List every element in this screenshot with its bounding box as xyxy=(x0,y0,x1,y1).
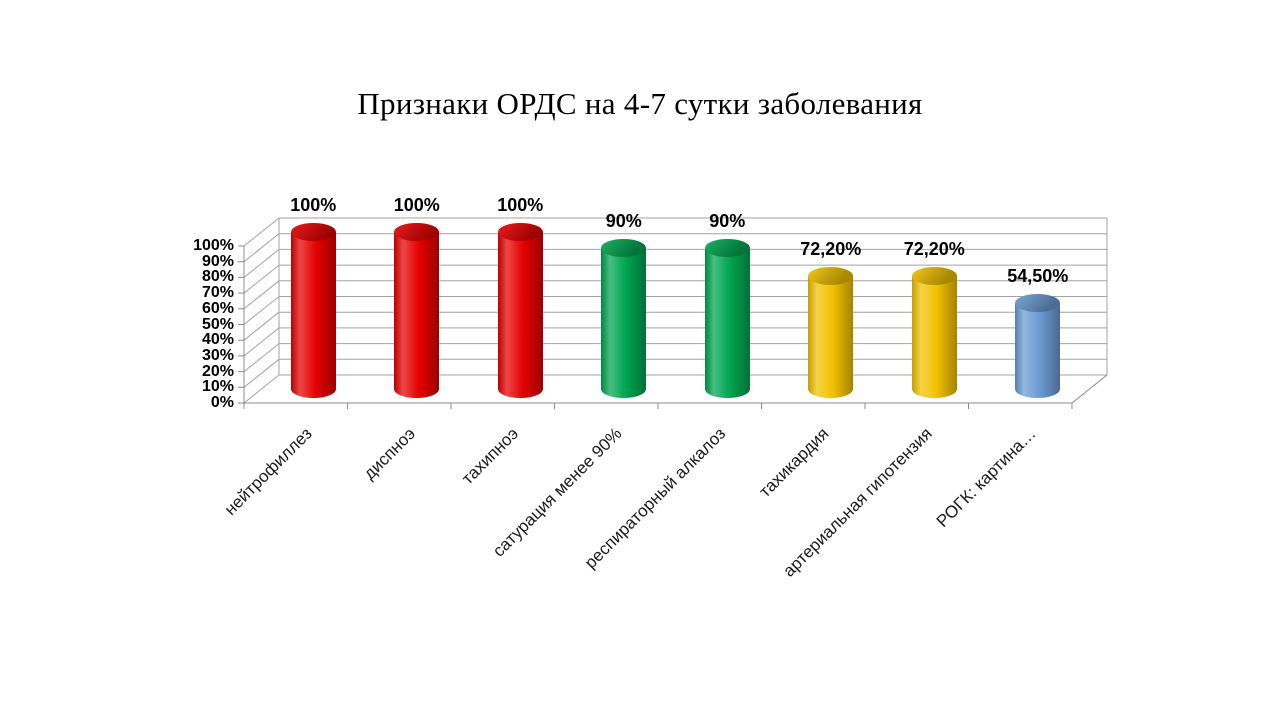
cylinder-bar-top xyxy=(808,266,854,285)
depth-gridline xyxy=(243,280,280,310)
cylinder-bar-top xyxy=(1015,294,1061,313)
y-tick-label: 20% xyxy=(201,362,234,380)
y-tick-label: 90% xyxy=(201,252,234,270)
cylinder-bar-top xyxy=(601,238,647,257)
cylinder-bar-top xyxy=(911,266,957,285)
depth-gridline xyxy=(243,343,280,372)
chart-title: Признаки ОРДС на 4-7 сутки заболевания xyxy=(357,86,923,121)
cylinder-bar-top xyxy=(394,223,440,241)
depth-gridline xyxy=(243,296,280,325)
cylinder-bar xyxy=(911,275,957,398)
depth-gridline xyxy=(243,249,280,278)
depth-gridline xyxy=(243,311,280,341)
y-tick-label: 10% xyxy=(201,378,234,396)
cylinder-bar xyxy=(497,232,543,398)
cylinder-bar-top xyxy=(290,223,336,241)
cylinder-bar xyxy=(808,275,854,398)
depth-gridline xyxy=(243,233,280,263)
bar-value-label: 72,20% xyxy=(800,238,862,259)
bar-value-label: 100% xyxy=(393,195,440,215)
y-tick-label: 80% xyxy=(201,268,234,286)
cylinder-bar xyxy=(704,247,750,398)
bar-value-label: 100% xyxy=(290,195,337,215)
depth-gridline xyxy=(243,374,280,404)
cylinder-bar xyxy=(601,247,647,398)
bar-value-label: 72,20% xyxy=(903,238,965,259)
y-tick-label: 70% xyxy=(201,284,234,302)
depth-gridline xyxy=(243,358,280,388)
depth-gridline xyxy=(243,264,280,294)
depth-gridline xyxy=(243,327,280,357)
y-tick-label: 40% xyxy=(201,331,234,349)
depth-gridline xyxy=(243,217,280,247)
cylinder-bar-top xyxy=(497,223,543,241)
floor-right-edge xyxy=(1071,374,1108,404)
y-tick-label: 0% xyxy=(210,394,234,411)
bar-value-label: 90% xyxy=(709,210,746,231)
y-tick-label: 30% xyxy=(201,346,234,364)
y-tick-label: 60% xyxy=(201,299,234,317)
bar-value-label: 100% xyxy=(497,195,544,215)
cylinder-bar xyxy=(394,232,440,398)
y-tick-label: 100% xyxy=(193,237,234,254)
bar-value-label: 54,50% xyxy=(1007,266,1069,287)
y-tick-label: 50% xyxy=(201,315,234,333)
cylinder-bar xyxy=(1015,303,1061,398)
bar-value-label: 90% xyxy=(605,210,642,231)
cylinder-bar-top xyxy=(704,238,750,257)
cylinder-bar xyxy=(290,232,336,398)
